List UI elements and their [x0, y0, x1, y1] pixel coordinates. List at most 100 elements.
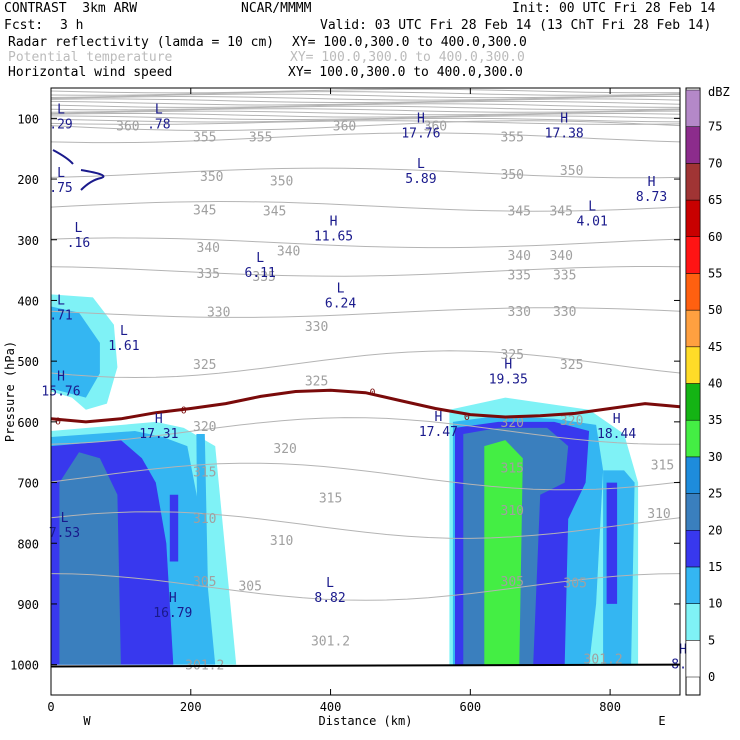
theta-contour-335	[50, 266, 681, 277]
reflectivity-west-main	[59, 452, 121, 665]
theta-contour-upper	[50, 88, 680, 94]
colorbar-level-label: 40	[708, 377, 722, 391]
colorbar-level-label: 55	[708, 266, 722, 280]
wind-extremum-value: .29	[49, 117, 72, 132]
theta-label: 360	[116, 120, 139, 135]
theta-label: 355	[249, 131, 272, 146]
reflectivity-east-core	[484, 440, 523, 665]
colorbar-swatch	[685, 566, 701, 604]
y-tick-label: 900	[17, 598, 39, 612]
wind-extremum-marker: H	[169, 591, 177, 606]
y-tick-label: 200	[17, 173, 39, 187]
theta-contour-upper	[50, 117, 681, 123]
wind-extremum-marker: L	[57, 294, 65, 309]
wind-extremum-value: 7.53	[49, 526, 80, 541]
x-tick-label: 600	[459, 700, 481, 714]
theta-contour-upper	[50, 115, 681, 120]
wind-extremum-value: 6.11	[245, 266, 276, 281]
theta-label: 301.2	[584, 653, 623, 668]
wind-extremum-marker: L	[155, 102, 163, 117]
forecast-hour: 3 h	[60, 18, 84, 33]
y-tick-label: 300	[17, 234, 39, 248]
theta-contour-355	[50, 132, 681, 144]
wind-extremum-marker: H	[613, 412, 621, 427]
theta-label: 340	[549, 249, 572, 264]
theta-label: 315	[501, 461, 524, 476]
field-reflectivity: Radar reflectivity (lamda = 10 cm)	[8, 35, 275, 50]
x-end-label-west: W	[83, 714, 91, 728]
x-axis-label: Distance (km)	[319, 714, 413, 728]
colorbar-swatch	[685, 199, 701, 237]
field-reflectivity-xy: XY= 100.0,300.0 to 400.0,300.0	[292, 35, 527, 50]
colorbar-swatch	[685, 126, 701, 164]
theta-label: 320	[501, 416, 524, 431]
wind-extremum-marker: L	[588, 200, 596, 215]
theta-label: 310	[647, 507, 670, 522]
y-tick-label: 800	[17, 537, 39, 551]
y-tick-label: 400	[17, 294, 39, 308]
theta-label: 320	[273, 442, 296, 457]
reflectivity-west-anvil-core	[51, 306, 100, 398]
colorbar-swatch	[685, 603, 701, 641]
wind-extremum-value: .16	[67, 236, 90, 251]
wind-extremum-marker: H	[57, 369, 65, 384]
wind-extremum-marker: H	[504, 357, 512, 372]
wind-extremum-marker: H	[434, 410, 442, 425]
wind-extremum-value: 15.76	[41, 384, 80, 399]
theta-label: 320	[193, 420, 216, 435]
wind-extremum-marker: L	[337, 281, 345, 296]
model-title: CONTRAST 3km ARW	[4, 1, 138, 16]
theta-contour-upper	[50, 100, 681, 106]
theta-label: 315	[651, 458, 674, 473]
theta-label: 335	[553, 268, 576, 283]
colorbar-level-label: 15	[708, 560, 722, 574]
theta-contour-350	[50, 167, 681, 179]
reflectivity-west-strip	[196, 434, 209, 604]
wind-extremum-value: 6.24	[325, 296, 356, 311]
forecast-label: Fcst:	[4, 18, 44, 33]
colorbar-swatch	[685, 236, 701, 274]
theta-label: 330	[553, 305, 576, 320]
theta-label: 360	[424, 120, 447, 135]
y-tick-label: 600	[17, 416, 39, 430]
wind-extremum-marker: L	[57, 166, 65, 181]
theta-label: 340	[197, 241, 220, 256]
ground-line	[50, 663, 681, 668]
theta-label: 305	[193, 575, 216, 590]
theta-label: 315	[319, 492, 342, 507]
wind-extremum-value: .78	[147, 117, 170, 132]
colorbar-level-label: 30	[708, 450, 722, 464]
colorbar-swatch	[685, 163, 701, 201]
theta-label: 315	[193, 466, 216, 481]
colorbar-level-label: 0	[708, 670, 715, 684]
colorbar-level-label: 25	[708, 487, 722, 501]
wind-extremum-value: .75	[49, 181, 72, 196]
theta-label: 305	[563, 577, 586, 592]
wind-extremum-value: 17.76	[401, 126, 440, 141]
freezing-level-line	[50, 388, 681, 424]
colorbar-swatch	[685, 309, 701, 348]
field-wind: Horizontal wind speed	[8, 65, 173, 80]
theta-label: 345	[508, 205, 531, 220]
theta-label: 345	[193, 203, 216, 218]
freezing-level-label: 0	[464, 412, 470, 423]
freezing-level-label: 0	[181, 406, 187, 417]
theta-label: 325	[193, 358, 216, 373]
theta-label: 301.2	[311, 634, 350, 649]
theta-contour-340	[50, 237, 681, 249]
colorbar-swatch	[685, 346, 701, 384]
theta-contour-310	[50, 511, 681, 539]
colorbar-swatch	[685, 493, 701, 531]
wind-extremum-value: 19.35	[489, 372, 528, 387]
wind-extremum-marker: H	[417, 111, 425, 126]
freezing-level-label: 0	[369, 388, 375, 399]
freezing-level-label: 0	[55, 417, 61, 428]
colorbar-level-label: 70	[708, 156, 722, 170]
theta-label: 350	[501, 168, 524, 183]
wind-extremum-value: 8.82	[314, 591, 345, 606]
theta-label: 325	[560, 358, 583, 373]
wind-extremum-value: 5.89	[405, 172, 436, 187]
wind-extremum-value: 1.61	[108, 339, 139, 354]
wind-extremum-marker: H	[560, 111, 568, 126]
y-tick-label: 100	[17, 112, 39, 126]
